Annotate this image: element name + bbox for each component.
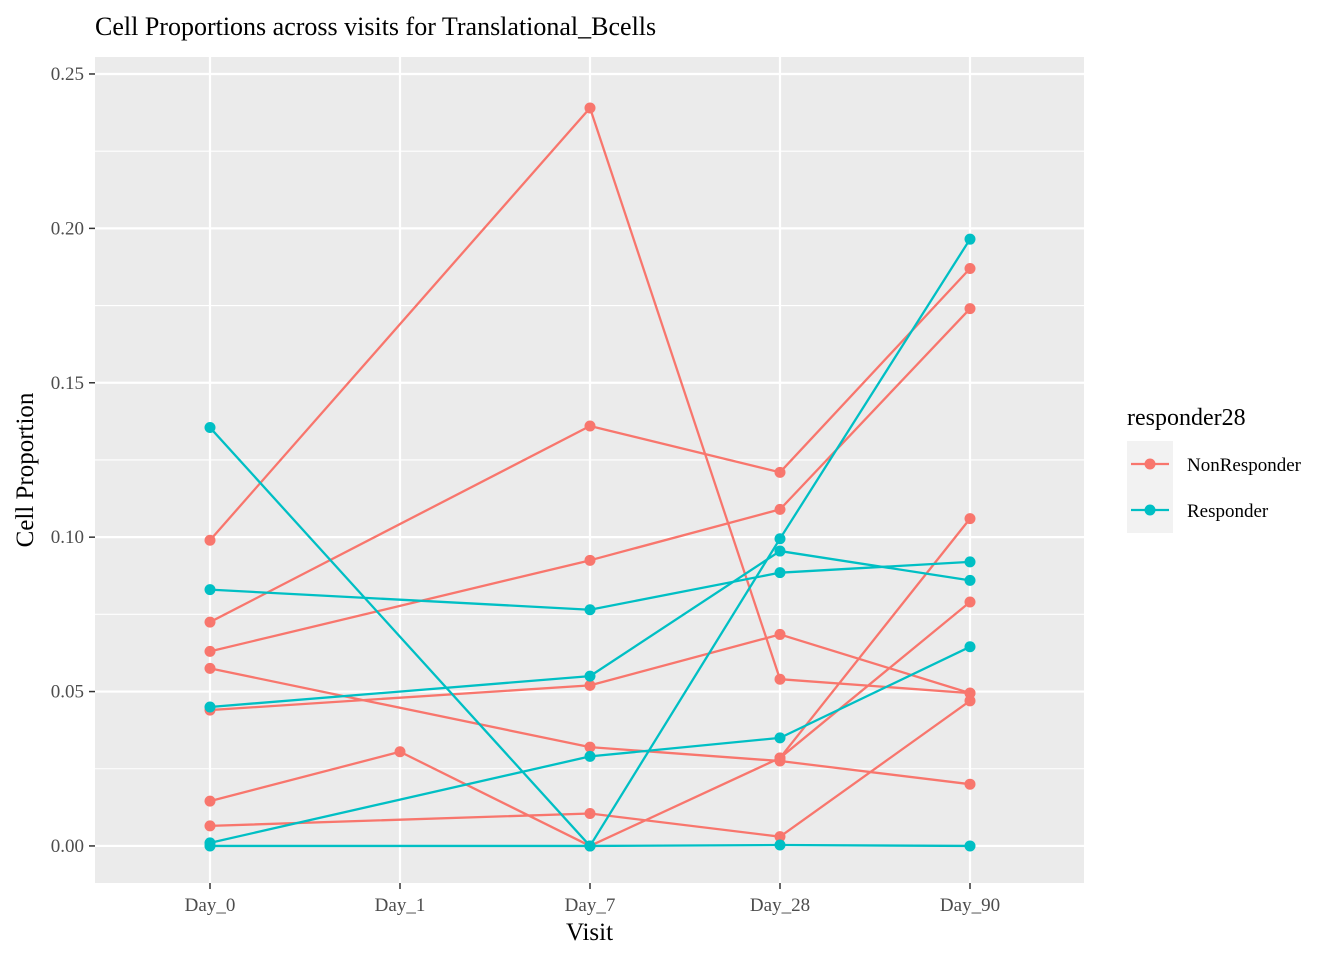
y-axis-title: Cell Proportion — [12, 392, 39, 547]
x-axis: Day_0 Day_1 Day_7 Day_28 Day_90 — [185, 883, 1000, 916]
data-point-responder — [964, 556, 976, 568]
data-point-nonresponder — [394, 746, 406, 758]
data-point-responder — [204, 840, 216, 852]
data-point-nonresponder — [964, 778, 976, 790]
y-tick-label: 0.15 — [51, 373, 84, 394]
data-point-responder — [584, 750, 596, 762]
data-point-responder — [774, 533, 786, 545]
data-point-nonresponder — [774, 628, 786, 640]
data-point-nonresponder — [774, 673, 786, 685]
data-point-nonresponder — [964, 263, 976, 275]
data-point-nonresponder — [774, 752, 786, 764]
data-point-responder — [774, 545, 786, 557]
data-point-nonresponder — [774, 831, 786, 843]
series-line-nonresponder — [209, 267, 971, 624]
series-line-nonresponder — [779, 601, 971, 759]
x-tick-label: Day_28 — [750, 895, 810, 916]
data-point-nonresponder — [204, 662, 216, 674]
data-point-nonresponder — [204, 820, 216, 832]
data-point-responder — [774, 732, 786, 744]
legend-label: NonResponder — [1187, 455, 1302, 476]
data-point-nonresponder — [204, 795, 216, 807]
data-point-responder — [584, 840, 596, 852]
data-point-responder — [204, 701, 216, 713]
series-line-nonresponder — [209, 699, 971, 838]
y-axis: 0.00 0.05 0.10 0.15 0.20 0.25 — [51, 64, 95, 857]
legend-key-point — [1144, 458, 1156, 470]
series-points — [204, 102, 976, 852]
series-line-responder — [209, 560, 971, 611]
y-tick-label: 0.10 — [51, 527, 84, 548]
x-tick-label: Day_7 — [565, 895, 616, 916]
y-tick-label: 0.25 — [51, 64, 84, 85]
series-line-nonresponder — [209, 633, 971, 712]
data-point-nonresponder — [964, 303, 976, 315]
data-point-nonresponder — [964, 513, 976, 525]
data-point-nonresponder — [584, 102, 596, 114]
data-point-nonresponder — [774, 503, 786, 515]
chart-title: Cell Proportions across visits for Trans… — [95, 12, 656, 41]
data-point-responder — [964, 641, 976, 653]
data-point-nonresponder — [204, 534, 216, 546]
data-point-nonresponder — [584, 808, 596, 820]
data-point-responder — [584, 670, 596, 682]
x-tick-label: Day_0 — [185, 895, 236, 916]
series-line-responder — [209, 238, 971, 848]
data-point-nonresponder — [204, 645, 216, 657]
data-point-responder — [964, 574, 976, 586]
data-point-nonresponder — [964, 687, 976, 699]
data-point-responder — [204, 422, 216, 434]
data-point-nonresponder — [584, 741, 596, 753]
series-line-nonresponder — [209, 307, 971, 653]
data-point-nonresponder — [964, 695, 976, 707]
y-tick-label: 0.20 — [51, 218, 84, 239]
series-line-responder — [209, 549, 971, 709]
data-point-nonresponder — [774, 466, 786, 478]
y-tick-label: 0.00 — [51, 836, 84, 857]
series-line-responder — [210, 843, 971, 848]
data-point-nonresponder — [204, 616, 216, 628]
legend-label: Responder — [1187, 501, 1269, 522]
legend: responder28 NonResponder Responder — [1127, 405, 1302, 533]
data-point-responder — [964, 840, 976, 852]
y-tick-label: 0.05 — [51, 682, 84, 703]
x-tick-label: Day_1 — [375, 895, 426, 916]
data-point-responder — [204, 584, 216, 596]
data-point-responder — [774, 567, 786, 579]
data-point-nonresponder — [584, 679, 596, 691]
series-line-nonresponder — [209, 106, 971, 695]
legend-title: responder28 — [1127, 405, 1246, 431]
series-line-nonresponder — [209, 667, 971, 786]
data-point-nonresponder — [584, 554, 596, 566]
data-point-nonresponder — [964, 596, 976, 608]
data-point-responder — [584, 604, 596, 616]
x-axis-title: Visit — [566, 919, 613, 946]
series-line-responder — [209, 645, 971, 844]
legend-key-point — [1144, 504, 1156, 516]
data-point-responder — [964, 233, 976, 245]
data-point-nonresponder — [584, 420, 596, 432]
x-tick-label: Day_90 — [940, 895, 1000, 916]
data-point-responder — [774, 839, 786, 851]
